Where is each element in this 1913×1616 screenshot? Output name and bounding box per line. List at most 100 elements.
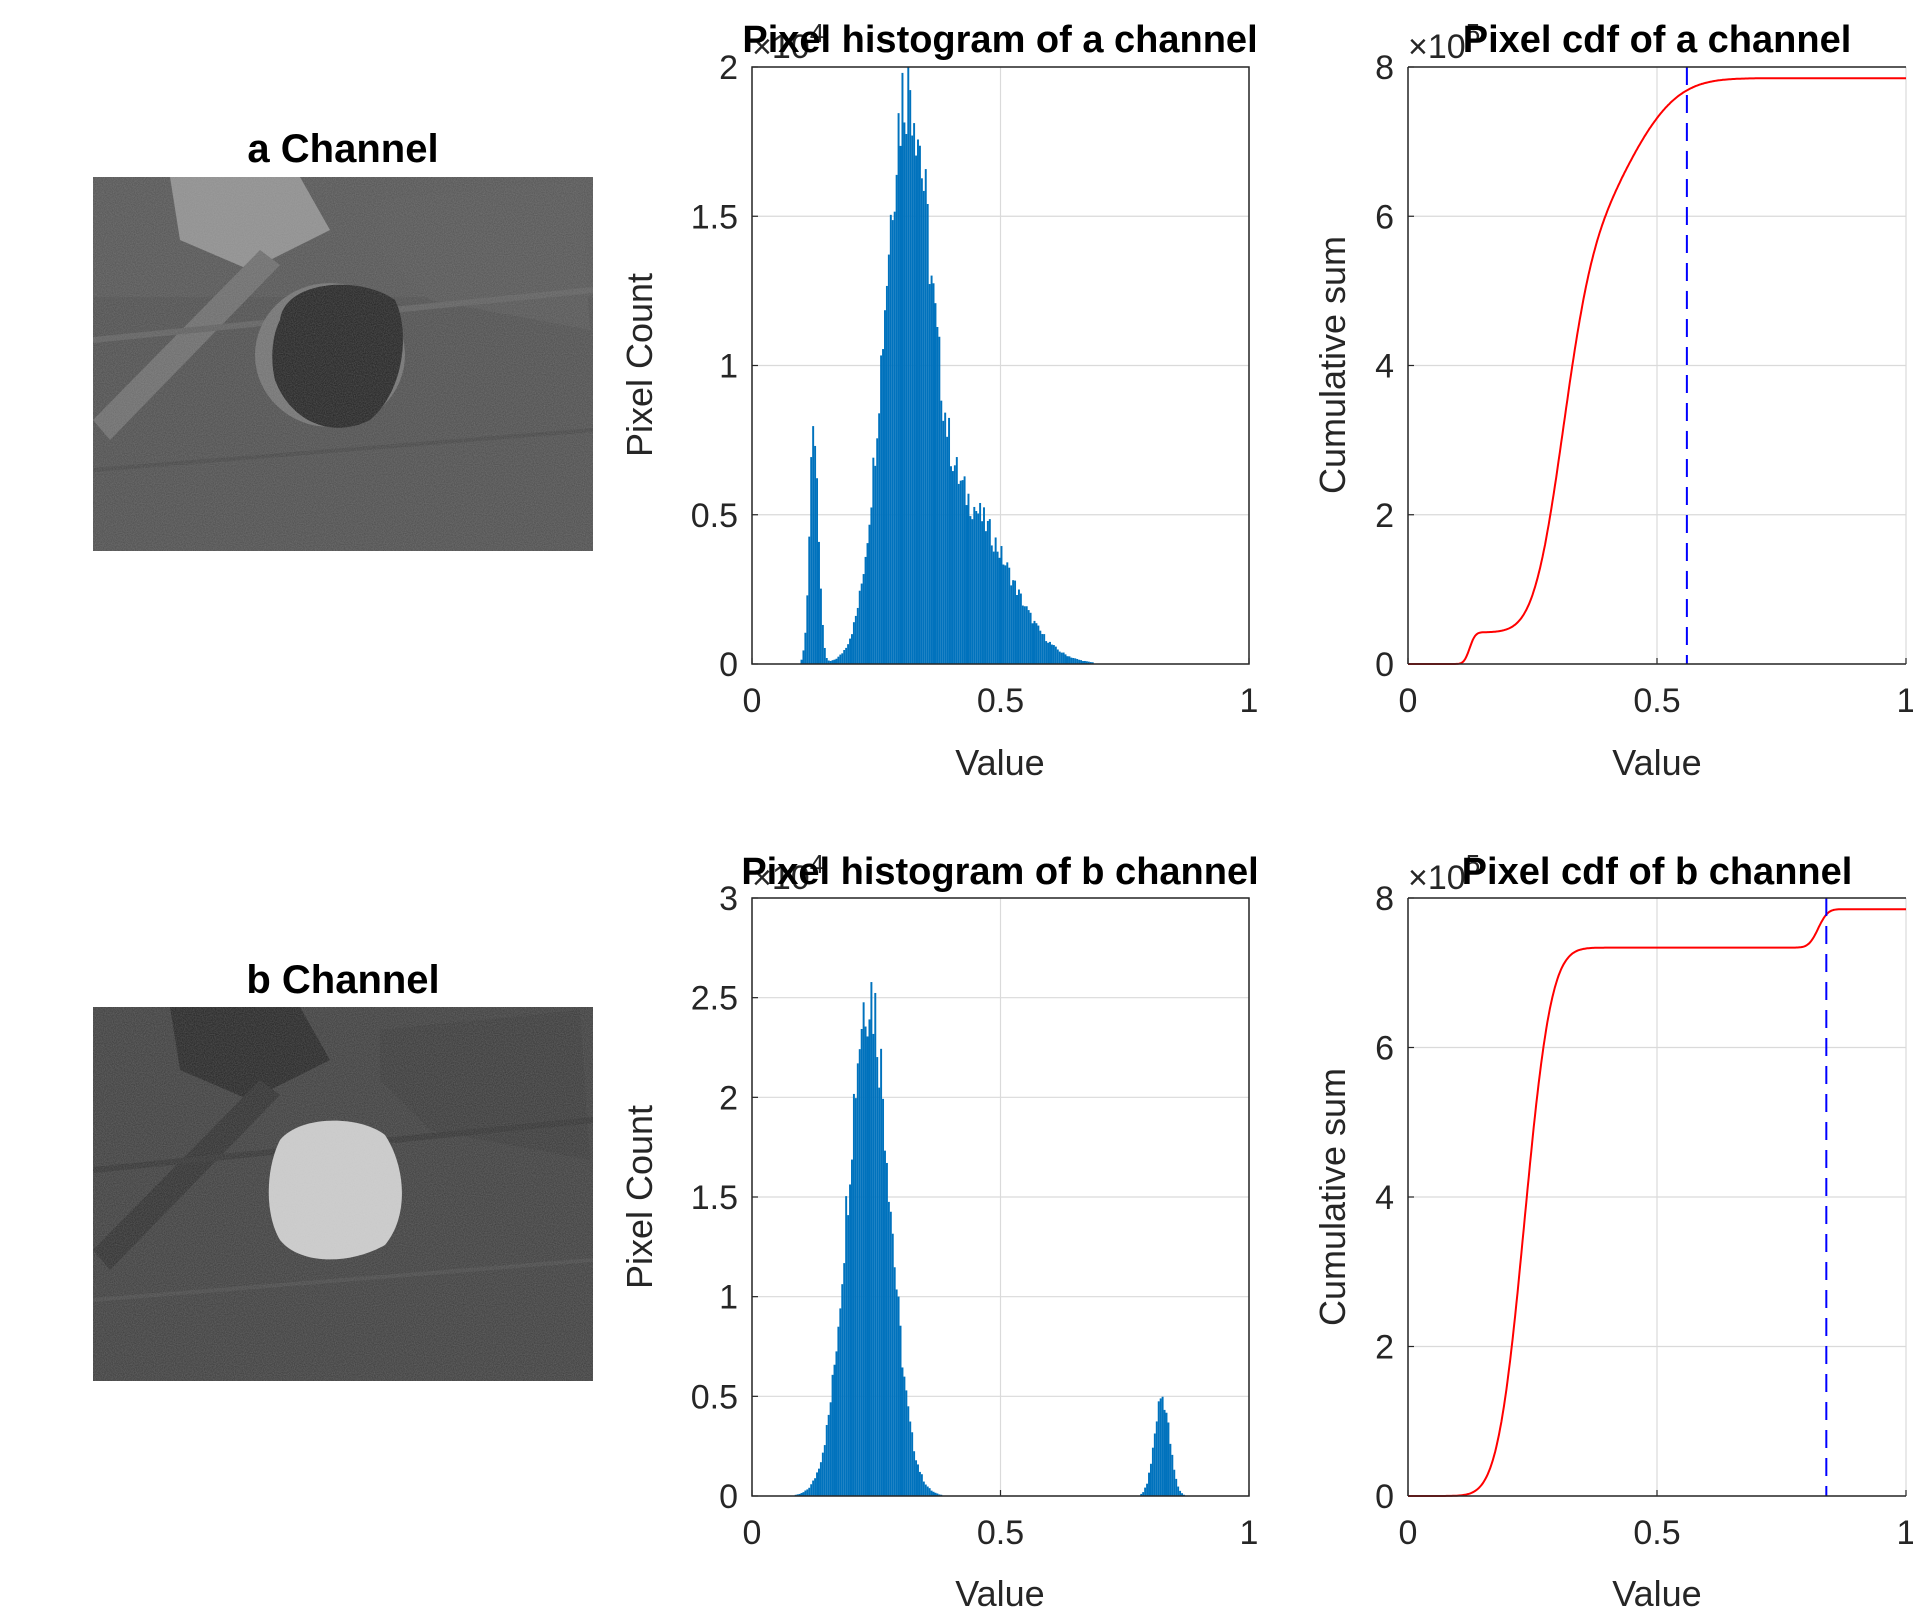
histogram-a-bar: [1004, 565, 1007, 664]
histogram-a-y-ticklabel: 0.5: [691, 497, 738, 535]
histogram-b-bars: [794, 982, 1185, 1496]
histogram-b-bar: [800, 1493, 803, 1496]
histogram-a-bar: [1072, 657, 1075, 664]
cdf-b-x-ticklabel: 0.5: [1633, 1514, 1680, 1552]
histogram-b-bar: [1175, 1478, 1178, 1496]
histogram-b-bar: [926, 1486, 929, 1496]
cdf-b-y-ticklabel: 8: [1375, 880, 1394, 918]
histogram-a-bar: [843, 650, 846, 664]
histogram-a-bar: [1010, 585, 1013, 664]
histogram-a-chart: 0 0.5 1 00.511.52 Value Pixel Count ×104 P…: [619, 18, 1258, 783]
histogram-b-y-ticklabel: 0.5: [691, 1378, 738, 1416]
histogram-a-bar: [884, 310, 886, 664]
histogram-a-bar: [911, 135, 914, 665]
histogram-b-bar: [924, 1484, 927, 1496]
cdf-a-x-ticklabel: 1: [1897, 682, 1913, 720]
histogram-b-y-ticklabel: 1.5: [691, 1179, 738, 1217]
histogram-a-bar: [1085, 661, 1088, 664]
histogram-a-bar: [909, 90, 912, 664]
histogram-b-bar: [849, 1184, 852, 1496]
histogram-a-bar: [1021, 605, 1024, 664]
histogram-a-ylabel: Pixel Count: [619, 273, 660, 457]
histogram-a-bar: [1045, 641, 1048, 664]
histogram-b-bar: [872, 1033, 875, 1496]
histogram-b-bar: [843, 1263, 846, 1496]
histogram-b-x-ticklabel: 0.5: [977, 1514, 1024, 1552]
histogram-b-bar: [854, 1098, 857, 1496]
histogram-b-bar: [887, 1201, 890, 1496]
histogram-b-bar: [816, 1472, 819, 1496]
histogram-b-bar: [823, 1445, 826, 1496]
histogram-a-bar: [1049, 641, 1051, 664]
histogram-a-bar: [920, 178, 923, 664]
cdf-a-y-ticklabel: 8: [1375, 49, 1394, 87]
histogram-a-bar: [951, 471, 954, 664]
histogram-b-bar: [885, 1162, 888, 1496]
histogram-a-x-ticklabels: 0 0.5 1: [743, 682, 1259, 720]
histogram-a-x-ticklabel: 1: [1240, 682, 1259, 720]
cdf-b-y-ticklabel: 0: [1375, 1478, 1394, 1516]
histogram-b-bar: [1159, 1398, 1162, 1496]
histogram-a-bar: [926, 204, 929, 665]
histogram-a-bar: [969, 516, 972, 664]
histogram-b-bar: [858, 1049, 861, 1496]
histogram-b-bar: [932, 1491, 935, 1496]
histogram-a-y-ticklabels: 0 0.5 1 1.5 2: [691, 49, 738, 684]
histogram-a-bar: [903, 122, 906, 665]
histogram-a-bar: [907, 67, 910, 664]
histogram-a-bar: [990, 545, 993, 664]
histogram-a-bar: [818, 541, 820, 664]
histogram-b-y-ticklabel: 2: [719, 1079, 738, 1117]
histogram-a-bar: [992, 551, 995, 664]
cdf-b-y-ticklabels: 0 2 4 6 8: [1375, 880, 1394, 1516]
histogram-b-bar: [876, 1057, 879, 1496]
histogram-a-bar: [866, 543, 869, 664]
cdf-b-title: Pixel cdf of b channel: [1462, 851, 1853, 893]
histogram-a-y-ticklabel: 1.5: [691, 198, 738, 236]
histogram-a-bar: [928, 284, 931, 664]
histogram-a-bar: [917, 139, 919, 664]
histogram-b-bar: [806, 1489, 809, 1496]
cdf-a-exponent: ×105: [1408, 18, 1480, 66]
histogram-a-bar: [984, 531, 987, 664]
histogram-b-bar: [934, 1492, 937, 1496]
a-channel-image: [93, 177, 593, 551]
histogram-a-bar: [841, 653, 844, 664]
cdf-b-exponent: ×105: [1408, 849, 1480, 897]
histogram-a-bar: [825, 658, 828, 664]
histogram-a-bar: [934, 303, 937, 664]
histogram-b-bar: [889, 1211, 892, 1496]
histogram-b-bar: [1153, 1433, 1156, 1496]
histogram-b-bar: [893, 1267, 896, 1496]
histogram-b-bar: [1177, 1486, 1180, 1496]
histogram-a-bar: [1037, 625, 1040, 664]
histogram-b-x-ticklabel: 0: [743, 1514, 762, 1552]
b-channel-image: [93, 1007, 593, 1381]
histogram-a-bar: [885, 285, 888, 664]
histogram-a-bar: [810, 457, 813, 664]
histogram-a-bar: [1039, 630, 1042, 664]
histogram-a-bar: [835, 658, 838, 664]
histogram-a-bar: [981, 521, 984, 664]
a-channel-title: a Channel: [247, 127, 438, 171]
histogram-a-y-ticklabel: 1: [719, 348, 738, 386]
cdf-a-y-ticklabel: 2: [1375, 497, 1394, 535]
histogram-a-bar: [1058, 651, 1061, 664]
histogram-a-bar: [856, 607, 859, 664]
histogram-a-bar: [816, 478, 819, 664]
histogram-a-bar: [905, 134, 908, 665]
histogram-b-bar: [938, 1494, 941, 1496]
histogram-b-bar: [899, 1325, 902, 1496]
histogram-a-bars: [800, 67, 1094, 665]
histogram-a-bar: [957, 483, 960, 664]
histogram-a-bar: [897, 113, 900, 664]
histogram-a-bar: [1078, 659, 1081, 664]
histogram-a-bar: [1066, 656, 1069, 664]
histogram-a-bar: [823, 647, 826, 664]
histogram-a-bar: [839, 654, 842, 664]
histogram-a-bar: [845, 647, 848, 664]
cdf-a-ylabel: Cumulative sum: [1312, 236, 1353, 494]
histogram-a-bar: [1082, 661, 1084, 664]
histogram-b-bar: [825, 1425, 828, 1496]
histogram-a-bar: [913, 123, 916, 664]
